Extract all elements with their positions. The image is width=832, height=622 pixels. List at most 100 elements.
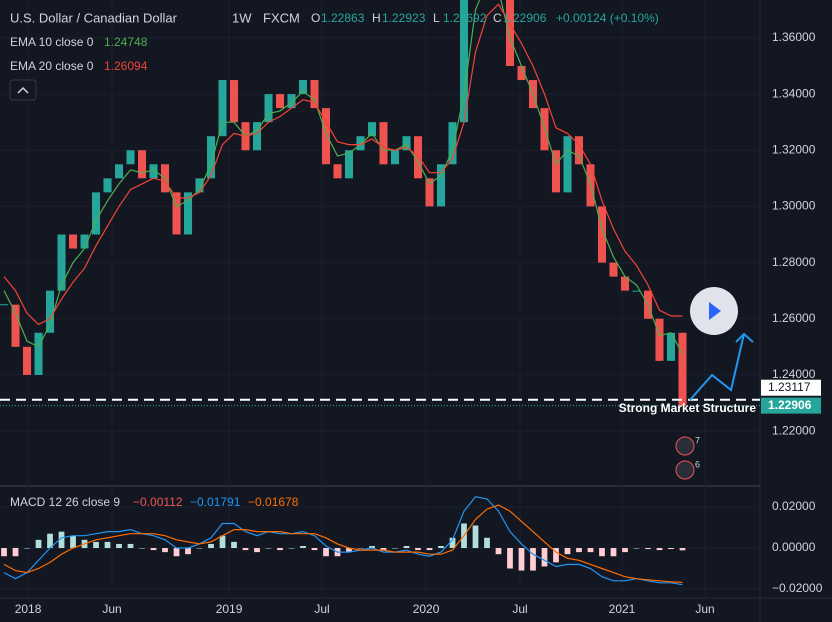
last-price-tag [761, 397, 821, 414]
candle-body [655, 318, 664, 361]
candle-body [413, 136, 423, 179]
y-tick-label: 1.24000 [772, 367, 816, 381]
macd-hist-bar [185, 548, 191, 555]
ohlc-key: H [372, 11, 381, 25]
candle-body [666, 332, 676, 361]
candle-body [678, 332, 687, 406]
macd-hist-bar [530, 548, 536, 571]
ema-label: EMA 10 close 0 [10, 35, 94, 49]
macd-hist-bar [242, 548, 249, 551]
macd-hist-bar [415, 548, 421, 551]
macd-hist-bar [127, 543, 134, 549]
candle-body [34, 332, 43, 375]
x-tick-label: 2019 [216, 602, 243, 616]
macd-hist-bar [553, 548, 559, 563]
macd-hist-bar [392, 548, 398, 549]
event-badge[interactable] [675, 460, 695, 480]
macd-hist-bar [645, 548, 651, 550]
collapse-icon [17, 86, 29, 94]
macd-hist-bar [116, 543, 122, 549]
badge-count: 7 [695, 435, 700, 445]
candle-body [505, 0, 515, 66]
candle-body [551, 150, 561, 193]
macd-hist-bar [587, 548, 594, 553]
badge-count: 6 [695, 459, 700, 469]
macd-hist-bar [139, 548, 145, 549]
macd-pane [1, 496, 686, 586]
candle-body [275, 94, 285, 109]
candle-body [252, 122, 262, 151]
x-tick-label: Jul [512, 602, 527, 616]
macd-hist-bar [656, 548, 663, 551]
candle-body [287, 94, 296, 109]
candle-body [425, 178, 434, 207]
y-tick-label: 0.02000 [772, 499, 816, 513]
macd-hist-bar [576, 548, 582, 553]
candle-body [229, 80, 239, 123]
candle-body [436, 164, 446, 207]
macd-hist-bar [495, 548, 502, 555]
candle-body [333, 164, 342, 179]
candle-body [183, 192, 193, 235]
macd-hist-bar [507, 548, 513, 569]
axes: 1.22000 1.24000 1.26000 1.28000 1.30000 1.320… [15, 30, 823, 616]
macd-hist-bar [380, 548, 387, 551]
candle-body [620, 276, 630, 291]
y-tick-label: 1.22000 [772, 423, 816, 437]
candle-body [137, 150, 147, 179]
candle-body [172, 192, 181, 235]
candle-body [45, 290, 55, 333]
ohlc-key: O [311, 11, 320, 25]
collapse-button[interactable] [9, 79, 37, 101]
candle-body [91, 192, 101, 235]
candle-body [356, 136, 365, 151]
y-tick-label: 1.30000 [772, 199, 816, 213]
macd-hist-bar [162, 548, 168, 553]
macd-hist-bar [346, 548, 352, 553]
candle-body [379, 122, 388, 165]
macd-hist-bar [231, 541, 237, 549]
macd-hist-bar [12, 548, 19, 557]
macd-value: −0.01791 [190, 495, 241, 509]
ohlc-key: C [493, 11, 502, 25]
candle-body [310, 80, 319, 109]
macd-hist-bar [518, 548, 525, 571]
candle-body [321, 108, 331, 165]
ohlc-value: 1.22692 [443, 11, 487, 25]
last-price-label: 1.22906 [768, 398, 812, 412]
candle-body [298, 80, 308, 95]
level-tag-label: 1.23117 [768, 380, 811, 394]
macd-hist-bar [599, 548, 605, 557]
x-tick-label: Jun [102, 602, 121, 616]
play-icon [709, 302, 721, 320]
indicator-line [3, 504, 683, 583]
macd-hist-bar [357, 548, 364, 549]
macd-hist-bar [70, 535, 76, 549]
x-tick-label: Jul [314, 602, 329, 616]
macd-hist-bar [484, 537, 490, 549]
candle-body [195, 178, 204, 193]
macd-hist-bar [288, 548, 295, 549]
x-tick-label: 2020 [413, 602, 440, 616]
candle-body [22, 346, 32, 375]
ohlc-value: 1.22906 [503, 11, 547, 25]
macd-hist-bar [369, 545, 375, 549]
macd-hist-bar [254, 548, 260, 553]
candle-body [57, 234, 66, 291]
macd-hist-bar [47, 533, 53, 549]
event-badge[interactable] [675, 436, 695, 456]
candle-body [126, 150, 135, 165]
macd-hist-bar [449, 537, 456, 549]
annotation: Strong Market Structure [619, 401, 757, 415]
ohlc-key: L [433, 11, 440, 25]
ema-label: EMA 20 close 0 [10, 59, 94, 73]
interval: 1W [232, 10, 252, 25]
macd-hist-value: −0.00112 [133, 495, 183, 509]
indicator-line [3, 3, 683, 326]
candle-body [402, 136, 411, 151]
macd-hist-bar [58, 531, 65, 549]
y-tick-label: 1.36000 [772, 30, 816, 44]
macd-hist-bar [610, 548, 617, 557]
macd-hist-bar [472, 525, 479, 549]
candle-body [517, 65, 526, 81]
